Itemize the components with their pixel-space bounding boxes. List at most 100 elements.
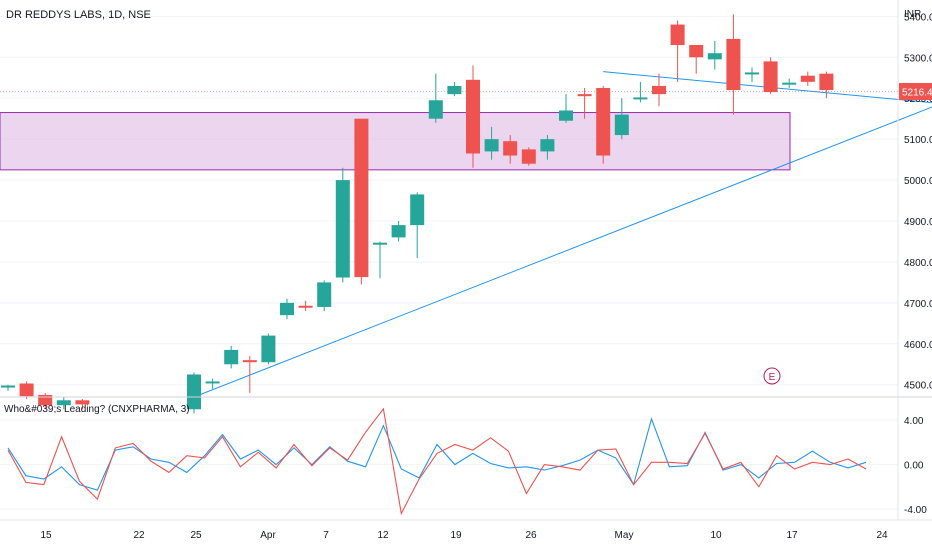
time-tick-label: 7 bbox=[323, 530, 329, 541]
candle bbox=[800, 71, 815, 86]
price-tick-label: 5400.00 bbox=[904, 12, 932, 23]
candle-body bbox=[1, 385, 15, 388]
price-tick-label: 4500.00 bbox=[904, 381, 932, 392]
candle-body bbox=[410, 194, 425, 226]
last-price-value: 5216.45 bbox=[902, 87, 932, 98]
candle-body bbox=[391, 225, 406, 238]
chart-title: DR REDDYS LABS, 1D, NSE bbox=[6, 9, 151, 21]
candle bbox=[391, 221, 406, 242]
candle bbox=[782, 78, 797, 88]
candle-body bbox=[335, 180, 350, 278]
candle bbox=[689, 45, 704, 74]
support-zone[interactable] bbox=[0, 112, 791, 171]
candle-body bbox=[484, 139, 499, 152]
candle-body bbox=[75, 400, 90, 405]
candle bbox=[317, 280, 332, 312]
candle-body bbox=[800, 75, 815, 82]
indicator-tick-label: -4.00 bbox=[904, 505, 927, 516]
earnings-marker[interactable]: E bbox=[763, 367, 781, 385]
time-tick-label: Apr bbox=[260, 530, 276, 541]
trendline-2[interactable] bbox=[193, 90, 932, 398]
candle bbox=[670, 20, 685, 82]
time-tick-label: 22 bbox=[133, 530, 145, 541]
time-axis[interactable]: 15 22 25 Apr 7 12 19 26 May 10 17 24 bbox=[40, 530, 888, 541]
candle bbox=[410, 192, 425, 258]
candle-body bbox=[689, 45, 704, 58]
indicator-title: Who&#039;s Leading? (CNXPHARMA, 3) bbox=[4, 404, 190, 415]
candle-body bbox=[652, 85, 666, 95]
price-tick-label: 4800.00 bbox=[904, 258, 932, 269]
candle bbox=[577, 87, 592, 119]
candle bbox=[745, 67, 759, 82]
last-price-tag: 5216.45 bbox=[0, 82, 932, 100]
candle bbox=[335, 167, 350, 283]
candle bbox=[38, 392, 53, 410]
candle bbox=[596, 85, 611, 164]
candle bbox=[707, 40, 722, 70]
time-tick-label: 12 bbox=[377, 530, 389, 541]
candle bbox=[559, 94, 573, 123]
indicator-series-red bbox=[7, 407, 867, 516]
candle bbox=[428, 73, 443, 123]
time-tick-label: 24 bbox=[876, 530, 888, 541]
candle-body bbox=[577, 94, 592, 97]
candle-body bbox=[38, 394, 53, 406]
candle bbox=[354, 118, 369, 285]
indicator-series-blue bbox=[7, 417, 867, 491]
candle bbox=[75, 399, 90, 410]
candle-body bbox=[447, 85, 462, 95]
candle-body bbox=[224, 349, 239, 365]
currency-label: INR bbox=[904, 9, 921, 20]
candle-body bbox=[670, 24, 685, 46]
candle-body bbox=[614, 114, 629, 136]
candle bbox=[614, 98, 629, 140]
candle-body bbox=[596, 87, 611, 156]
candle-body bbox=[242, 360, 257, 363]
candle bbox=[187, 372, 201, 414]
candle-body bbox=[503, 141, 518, 156]
candle-body bbox=[745, 72, 759, 75]
candle bbox=[298, 300, 313, 312]
price-grid bbox=[0, 15, 898, 386]
candle bbox=[540, 135, 555, 160]
candle-body bbox=[19, 383, 34, 397]
candle-body bbox=[187, 374, 201, 410]
candle bbox=[819, 71, 834, 99]
price-tick-label: 5000.00 bbox=[904, 176, 932, 187]
candle bbox=[763, 57, 778, 95]
candle-body bbox=[707, 53, 722, 60]
candle-body bbox=[559, 110, 573, 121]
candle-body bbox=[373, 242, 387, 245]
candle-body bbox=[782, 82, 797, 85]
indicator-axis[interactable]: 4.00 0.00 -4.00 bbox=[904, 416, 927, 516]
candle bbox=[652, 73, 666, 107]
indicator-tick-label: 4.00 bbox=[904, 416, 924, 427]
candle-body bbox=[633, 97, 648, 100]
time-tick-label: 10 bbox=[710, 530, 722, 541]
candle bbox=[56, 397, 71, 410]
candle-body bbox=[298, 305, 313, 308]
candle-body bbox=[521, 149, 536, 164]
candle bbox=[280, 298, 294, 320]
price-tick-label: 4900.00 bbox=[904, 217, 932, 228]
time-tick-label: 26 bbox=[525, 530, 537, 541]
candle-body bbox=[428, 100, 443, 119]
candle-body bbox=[763, 61, 778, 93]
price-tick-label: 5300.00 bbox=[904, 53, 932, 64]
candle bbox=[484, 126, 499, 160]
candle-body bbox=[205, 381, 220, 384]
price-tick-label: 4700.00 bbox=[904, 299, 932, 310]
earnings-marker-label: E bbox=[769, 372, 776, 383]
candle-body bbox=[726, 38, 741, 91]
time-tick-label: 19 bbox=[450, 530, 462, 541]
price-tick-label: 4600.00 bbox=[904, 340, 932, 351]
candle-body bbox=[317, 282, 332, 307]
candle bbox=[1, 384, 15, 391]
candle bbox=[466, 65, 480, 168]
candle bbox=[447, 81, 462, 97]
candles bbox=[1, 14, 834, 414]
candle bbox=[503, 135, 518, 164]
candle bbox=[242, 356, 257, 393]
time-tick-label: May bbox=[615, 530, 634, 541]
